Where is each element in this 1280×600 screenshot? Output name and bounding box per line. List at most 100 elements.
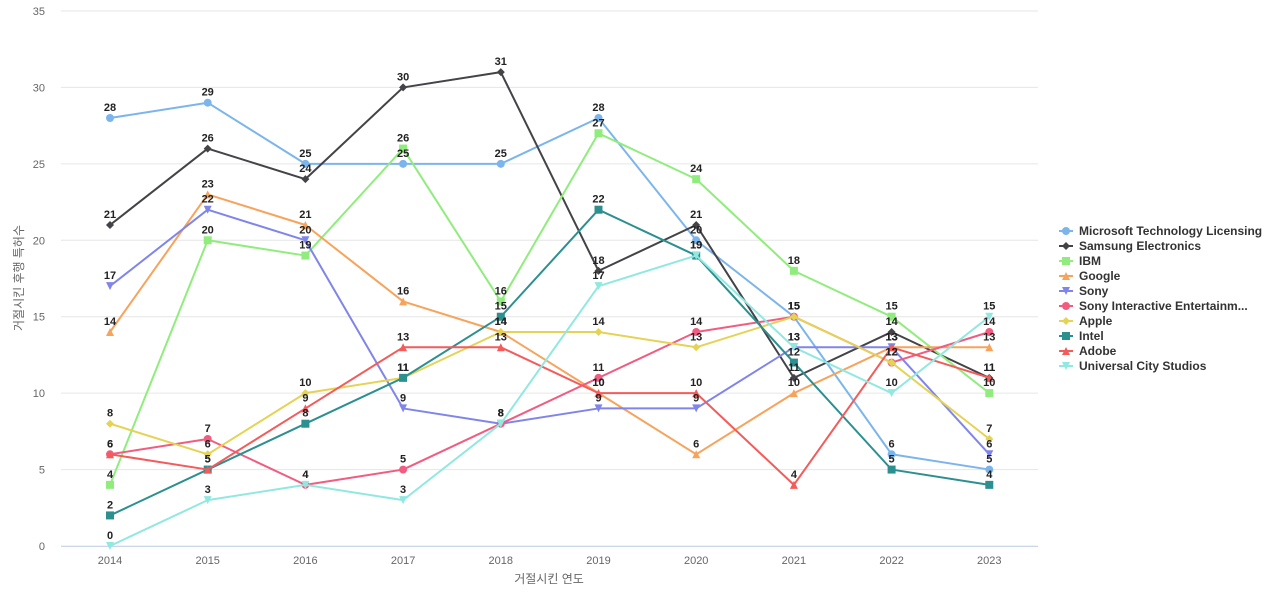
data-point[interactable] bbox=[399, 297, 408, 306]
legend-item[interactable]: Apple bbox=[1059, 314, 1113, 328]
data-point[interactable] bbox=[692, 389, 701, 398]
data-point[interactable] bbox=[399, 144, 408, 153]
data-point[interactable] bbox=[106, 450, 114, 459]
data-point[interactable] bbox=[203, 144, 212, 153]
data-point[interactable] bbox=[496, 68, 505, 77]
data-point[interactable] bbox=[496, 297, 505, 306]
data-point[interactable] bbox=[301, 419, 310, 428]
data-point[interactable] bbox=[301, 404, 310, 413]
data-point[interactable] bbox=[692, 221, 701, 229]
data-point[interactable] bbox=[789, 373, 798, 382]
data-point[interactable] bbox=[985, 373, 994, 382]
data-point[interactable] bbox=[985, 435, 994, 443]
data-point[interactable] bbox=[594, 266, 603, 275]
data-point[interactable] bbox=[496, 343, 505, 352]
data-point[interactable] bbox=[106, 221, 114, 229]
data-label: 11 bbox=[397, 362, 409, 374]
data-point[interactable] bbox=[985, 312, 994, 321]
legend-item[interactable]: Adobe bbox=[1059, 344, 1117, 358]
data-point[interactable] bbox=[399, 404, 408, 413]
data-point[interactable] bbox=[106, 419, 114, 428]
data-point[interactable] bbox=[203, 205, 212, 214]
data-point[interactable] bbox=[887, 450, 896, 459]
data-label: 0 bbox=[107, 530, 113, 542]
data-point[interactable] bbox=[203, 98, 212, 107]
data-point[interactable] bbox=[203, 450, 212, 459]
data-point[interactable] bbox=[594, 389, 603, 398]
data-point[interactable] bbox=[399, 465, 408, 474]
data-point[interactable] bbox=[789, 266, 798, 275]
data-point[interactable] bbox=[594, 282, 603, 291]
data-point[interactable] bbox=[789, 343, 798, 352]
data-point[interactable] bbox=[301, 480, 310, 489]
data-point[interactable] bbox=[887, 465, 896, 474]
data-point[interactable] bbox=[692, 450, 701, 459]
data-point[interactable] bbox=[887, 389, 896, 398]
data-point[interactable] bbox=[203, 190, 212, 199]
data-point[interactable] bbox=[106, 328, 114, 336]
legend-item[interactable]: IBM bbox=[1059, 254, 1101, 268]
data-point[interactable] bbox=[106, 542, 114, 550]
data-point[interactable] bbox=[985, 389, 994, 398]
data-point[interactable] bbox=[399, 496, 408, 505]
data-label: 23 bbox=[202, 178, 214, 190]
data-point[interactable] bbox=[692, 251, 701, 260]
legend-item[interactable]: Samsung Electronics bbox=[1059, 239, 1201, 253]
data-point[interactable] bbox=[301, 389, 310, 398]
data-label: 8 bbox=[498, 408, 504, 420]
data-point[interactable] bbox=[301, 175, 310, 184]
legend-item[interactable]: Sony bbox=[1059, 284, 1109, 298]
data-point[interactable] bbox=[692, 236, 701, 245]
data-point[interactable] bbox=[399, 83, 408, 92]
data-point[interactable] bbox=[692, 328, 701, 336]
data-point[interactable] bbox=[496, 328, 505, 336]
data-point[interactable] bbox=[203, 465, 212, 474]
data-point[interactable] bbox=[496, 419, 505, 428]
data-point[interactable] bbox=[106, 114, 114, 122]
data-point[interactable] bbox=[301, 236, 310, 245]
data-point[interactable] bbox=[106, 511, 114, 520]
data-point[interactable] bbox=[399, 159, 408, 168]
data-point[interactable] bbox=[985, 465, 994, 474]
data-label: 12 bbox=[788, 347, 800, 359]
data-point[interactable] bbox=[985, 480, 994, 489]
data-point[interactable] bbox=[399, 343, 408, 352]
data-point[interactable] bbox=[301, 221, 310, 229]
legend-item[interactable]: Google bbox=[1059, 269, 1121, 283]
data-point[interactable] bbox=[887, 358, 896, 367]
data-point[interactable] bbox=[789, 389, 798, 398]
data-point[interactable] bbox=[203, 435, 212, 443]
data-point[interactable] bbox=[789, 358, 798, 367]
data-point[interactable] bbox=[985, 450, 994, 459]
data-point[interactable] bbox=[399, 373, 408, 382]
data-point[interactable] bbox=[301, 159, 310, 168]
data-point[interactable] bbox=[496, 159, 505, 168]
data-point[interactable] bbox=[985, 328, 994, 336]
data-point[interactable] bbox=[594, 373, 603, 382]
data-point[interactable] bbox=[203, 236, 212, 245]
data-point[interactable] bbox=[496, 312, 505, 321]
legend-item[interactable]: Microsoft Technology Licensing bbox=[1059, 224, 1262, 238]
data-point[interactable] bbox=[594, 205, 603, 214]
data-point[interactable] bbox=[594, 114, 603, 122]
data-point[interactable] bbox=[887, 343, 896, 352]
data-point[interactable] bbox=[887, 312, 896, 321]
data-point[interactable] bbox=[887, 328, 896, 336]
data-point[interactable] bbox=[594, 129, 603, 138]
data-point[interactable] bbox=[594, 404, 603, 413]
data-point[interactable] bbox=[789, 480, 798, 489]
data-point[interactable] bbox=[692, 404, 701, 413]
data-label: 8 bbox=[498, 408, 504, 420]
data-point[interactable] bbox=[692, 343, 701, 352]
legend-item[interactable]: Sony Interactive Entertainm... bbox=[1059, 299, 1248, 313]
legend-item[interactable]: Intel bbox=[1059, 329, 1104, 343]
data-point[interactable] bbox=[301, 251, 310, 260]
data-point[interactable] bbox=[106, 282, 114, 291]
data-point[interactable] bbox=[106, 480, 114, 489]
data-point[interactable] bbox=[789, 312, 798, 321]
data-point[interactable] bbox=[203, 496, 212, 505]
legend-item[interactable]: Universal City Studios bbox=[1059, 359, 1207, 373]
data-point[interactable] bbox=[985, 343, 994, 352]
data-point[interactable] bbox=[594, 328, 603, 336]
data-point[interactable] bbox=[692, 175, 701, 184]
